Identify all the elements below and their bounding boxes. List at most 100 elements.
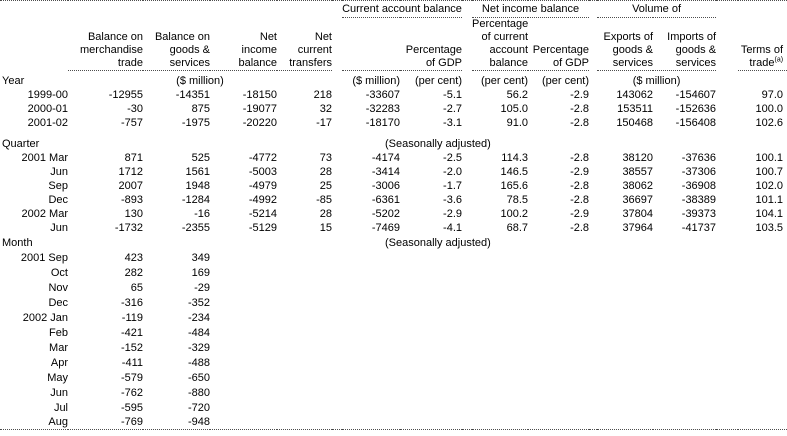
cell: 2007 bbox=[118, 179, 143, 192]
cell: -2355 bbox=[181, 221, 210, 234]
col-exports-goods-services: Exports of goods & services bbox=[597, 17, 654, 71]
group-gap bbox=[716, 0, 739, 18]
units-spacer bbox=[738, 71, 787, 88]
cell: 68.7 bbox=[506, 221, 529, 234]
table-body: 1999-00 -12955 -14351 -18150 218 -33607 -5.1 56… bbox=[0, 88, 787, 430]
group-volume-of: Volume of bbox=[597, 0, 717, 18]
column-gap bbox=[332, 400, 342, 415]
column-gap bbox=[462, 250, 472, 265]
cell: 525 bbox=[191, 151, 210, 164]
cell: -579 bbox=[120, 371, 143, 384]
cell bbox=[277, 265, 332, 280]
cell bbox=[210, 400, 277, 415]
column-gap bbox=[332, 280, 342, 295]
cell bbox=[277, 370, 332, 385]
column-gap bbox=[462, 221, 472, 235]
cell: -762 bbox=[120, 386, 143, 399]
cell bbox=[528, 355, 589, 370]
cell: 871 bbox=[124, 151, 143, 164]
column-gap bbox=[462, 295, 472, 310]
cell: -421 bbox=[120, 326, 143, 339]
column-gap bbox=[716, 355, 738, 370]
cell: -41737 bbox=[681, 221, 717, 234]
cell: 38557 bbox=[622, 165, 654, 178]
cell bbox=[400, 340, 462, 355]
column-gap bbox=[716, 265, 738, 280]
column-gap bbox=[462, 370, 472, 385]
row-label: Jun bbox=[50, 386, 68, 399]
cell bbox=[738, 310, 787, 325]
cell bbox=[597, 385, 653, 400]
cell: 38120 bbox=[622, 151, 654, 164]
cell bbox=[342, 310, 400, 325]
cell: -154607 bbox=[675, 88, 717, 101]
row-label: 1999-00 bbox=[27, 88, 68, 101]
column-gap bbox=[589, 340, 597, 355]
cell: 100.7 bbox=[755, 165, 784, 178]
column-gap bbox=[332, 18, 342, 71]
cell: 91.0 bbox=[506, 116, 529, 129]
cell: -18170 bbox=[365, 116, 400, 129]
row-label: Jun bbox=[50, 165, 68, 178]
column-gap bbox=[716, 370, 738, 385]
group-gap bbox=[462, 0, 473, 18]
cell: 32 bbox=[319, 102, 332, 115]
cell bbox=[342, 280, 400, 295]
cell: 36697 bbox=[622, 193, 654, 206]
units-row: Year ($ million) ($ million) (per cent) … bbox=[0, 71, 787, 88]
column-gap bbox=[589, 102, 597, 116]
cell: 100.0 bbox=[755, 102, 784, 115]
cell bbox=[210, 385, 277, 400]
column-gap bbox=[716, 179, 738, 193]
column-gap bbox=[332, 165, 342, 179]
cell bbox=[342, 295, 400, 310]
col-nib-percentage-of-gdp: Percentage of GDP bbox=[528, 17, 590, 71]
column-gap bbox=[589, 295, 597, 310]
row-label: Aug bbox=[48, 416, 68, 428]
cell: -2.9 bbox=[443, 207, 463, 220]
cell: -488 bbox=[187, 356, 210, 369]
section-note: (Seasonally adjusted) bbox=[385, 236, 491, 249]
cell bbox=[738, 385, 787, 400]
cell bbox=[528, 415, 589, 430]
cell: 102.0 bbox=[755, 179, 784, 192]
col-balance-merchandise-trade: Balance on merchandise trade bbox=[68, 17, 143, 71]
cell: 28 bbox=[319, 207, 332, 220]
cell bbox=[597, 415, 653, 430]
cell: -948 bbox=[187, 416, 210, 428]
column-gap bbox=[462, 151, 472, 165]
column-gap bbox=[589, 165, 597, 179]
column-gap bbox=[332, 179, 342, 193]
cell: -2.9 bbox=[570, 207, 590, 220]
column-gap bbox=[462, 179, 472, 193]
column-gap bbox=[589, 325, 597, 340]
cell: -39373 bbox=[681, 207, 717, 220]
col-cab-percentage-of-gdp: Percentage of GDP bbox=[400, 17, 463, 71]
column-gap bbox=[462, 88, 472, 102]
column-gap bbox=[462, 415, 472, 430]
section-row-month: Month (Seasonally adjusted) bbox=[0, 235, 787, 250]
cell bbox=[342, 400, 400, 415]
cell bbox=[738, 295, 787, 310]
column-gap bbox=[716, 193, 738, 207]
column-gap bbox=[716, 151, 738, 165]
column-gap bbox=[462, 355, 472, 370]
cell: -3.1 bbox=[443, 116, 463, 129]
column-gap bbox=[589, 415, 597, 430]
row-label: 2002 Jan bbox=[22, 311, 68, 324]
cell bbox=[472, 265, 528, 280]
cell: 73 bbox=[319, 151, 332, 164]
column-gap bbox=[716, 102, 738, 116]
cell: 150468 bbox=[616, 116, 654, 129]
cell: 103.5 bbox=[755, 221, 784, 234]
cell bbox=[597, 400, 653, 415]
column-gap bbox=[716, 207, 738, 221]
cell bbox=[400, 325, 462, 340]
cell bbox=[210, 370, 277, 385]
column-gap bbox=[332, 221, 342, 235]
units-cab: ($ million) bbox=[352, 74, 400, 87]
cell bbox=[342, 385, 400, 400]
col-current-account-balance-value bbox=[342, 17, 400, 71]
column-gap bbox=[589, 151, 597, 165]
